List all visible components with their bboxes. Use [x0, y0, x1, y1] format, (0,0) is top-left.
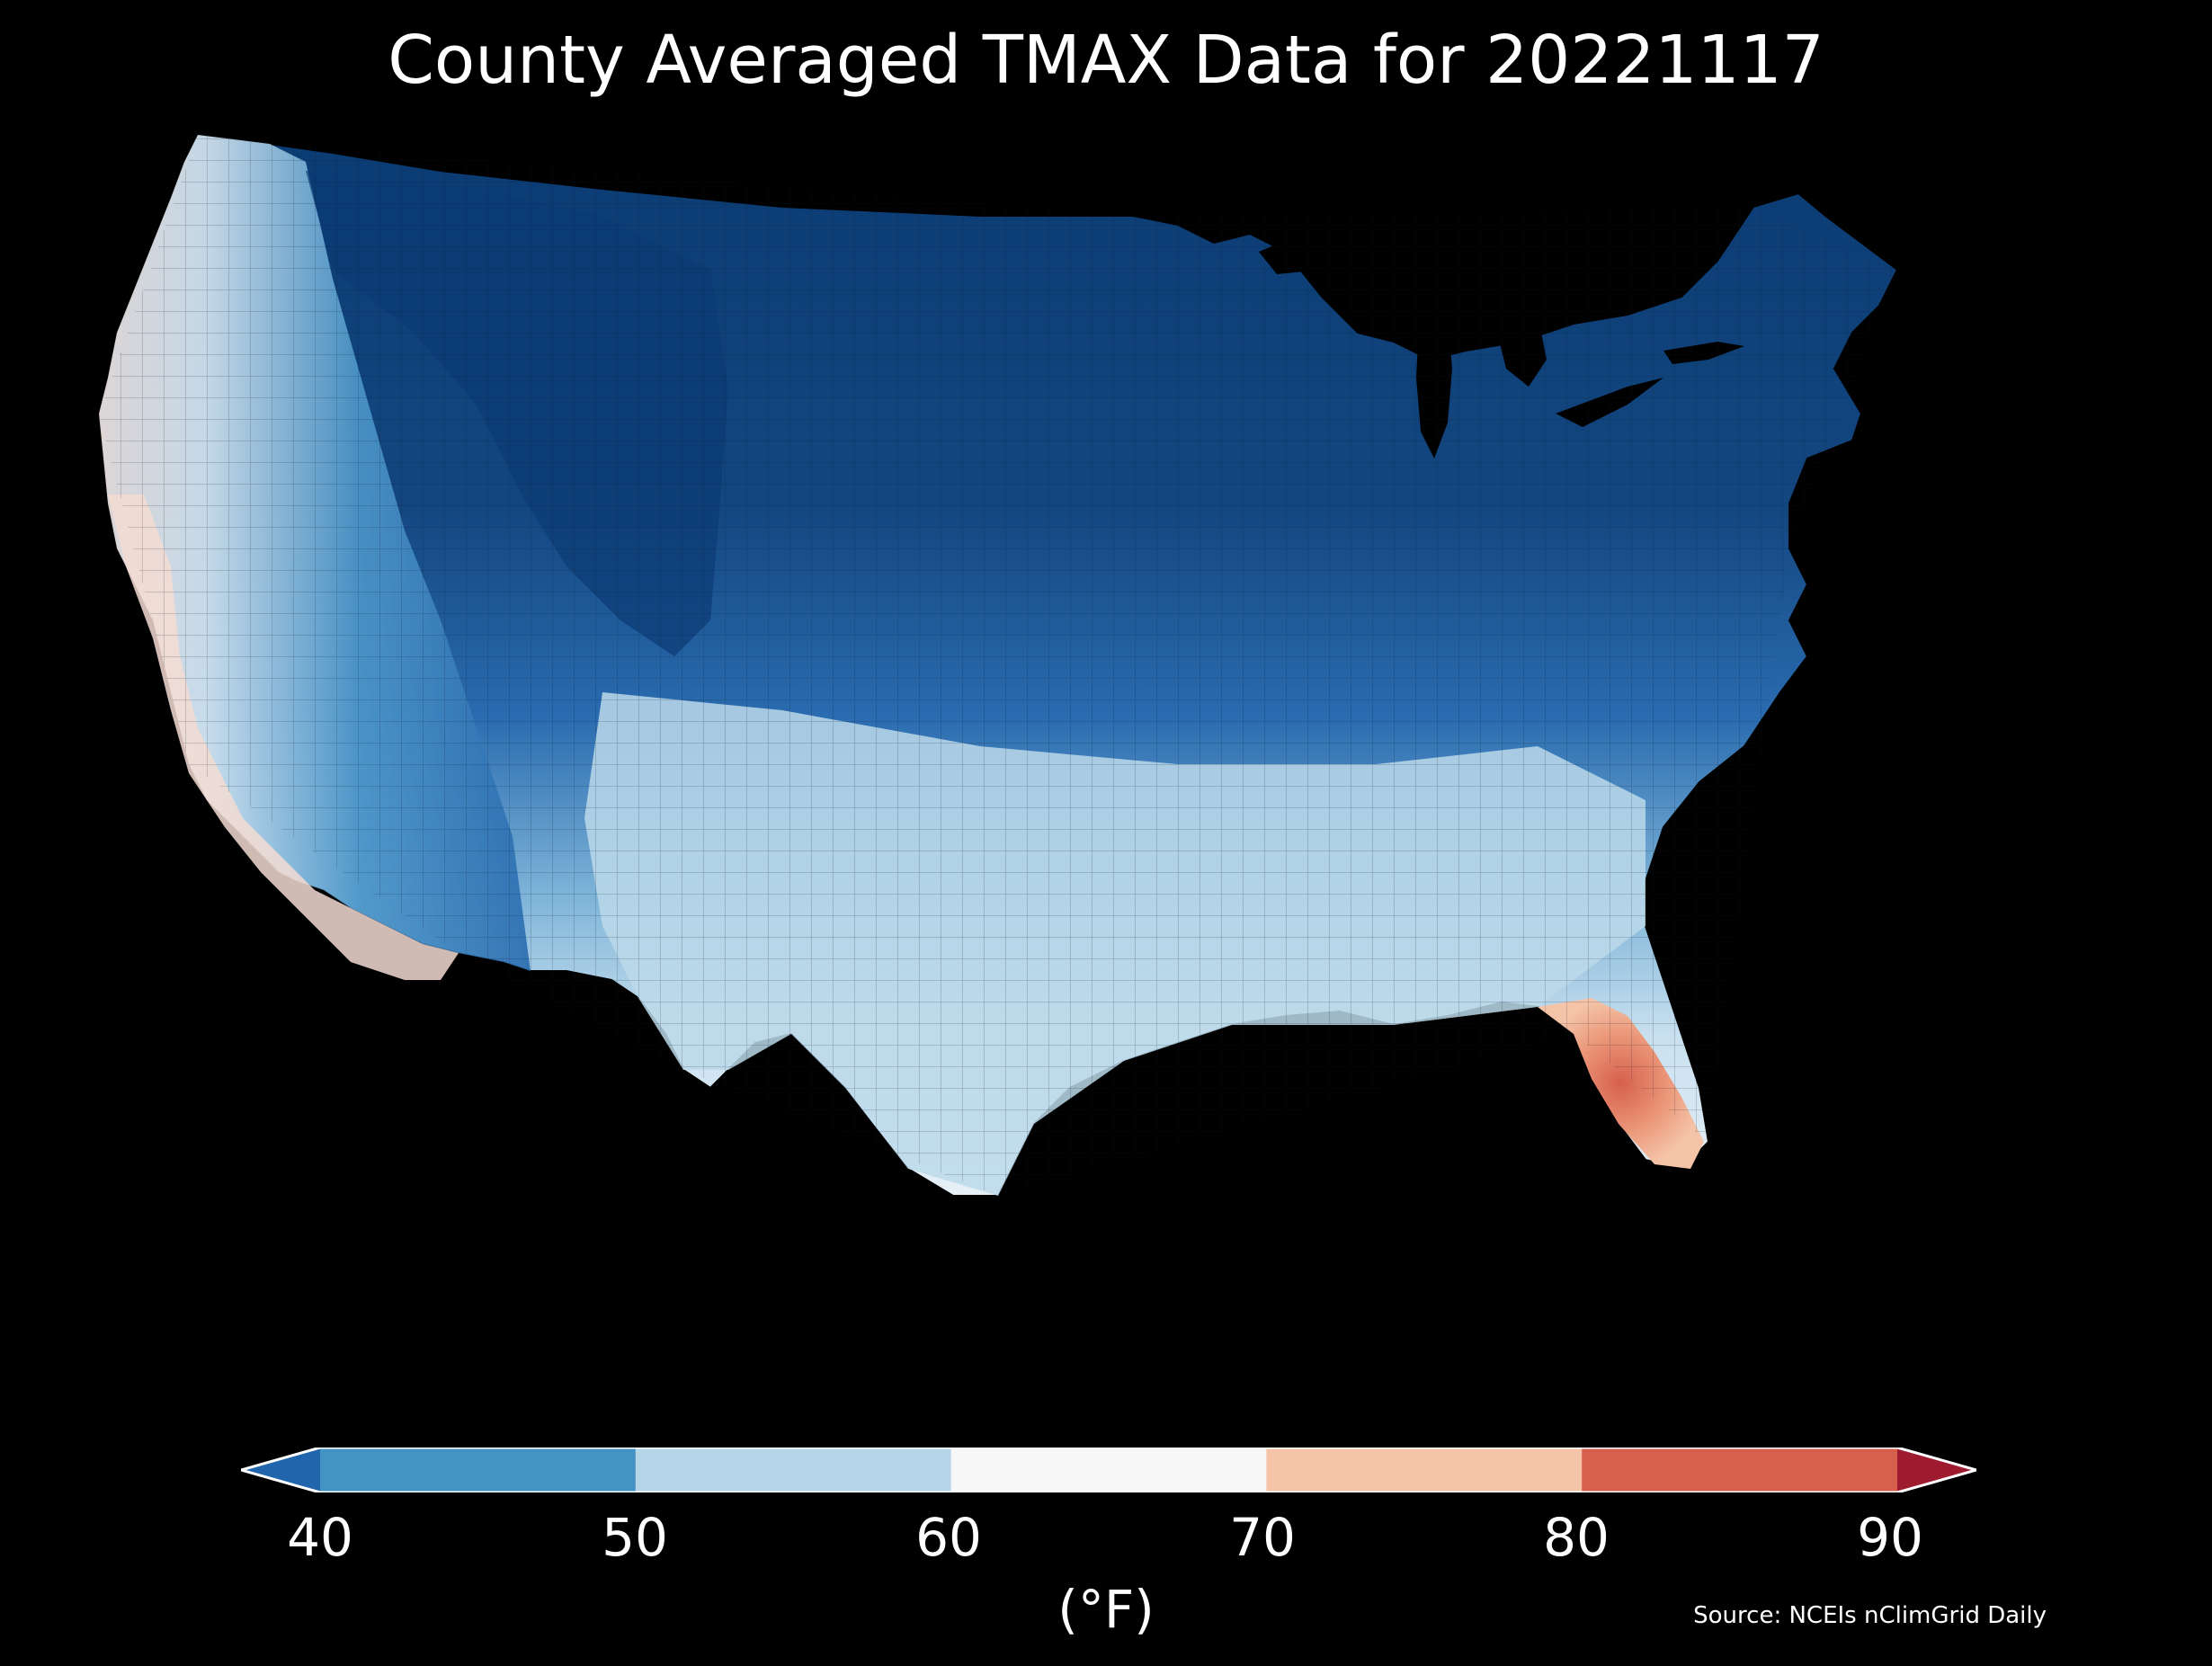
florida-warm-region	[1538, 998, 1704, 1169]
colorbar-tick-label: 60	[915, 1507, 982, 1568]
colorbar-tick-label: 40	[287, 1507, 353, 1568]
colorbar-bin	[1266, 1448, 1583, 1492]
colorbar-bin	[320, 1448, 637, 1492]
colorbar-bin	[1582, 1448, 1898, 1492]
colorbar-tick-label: 50	[602, 1507, 668, 1568]
colorbar-tick-label: 80	[1543, 1507, 1610, 1568]
colorbar-unit-label: (°F)	[1057, 1579, 1155, 1640]
colorbar-bin	[950, 1448, 1267, 1492]
county-boundaries	[99, 135, 1897, 1196]
colorbar-bin	[635, 1448, 952, 1492]
colorbar-ticks: 40 50 60 70 80 90	[0, 1506, 2212, 1569]
colorbar-extend-high	[1897, 1448, 1976, 1492]
source-credit: Source: NCEIs nClimGrid Daily	[1693, 1602, 2047, 1629]
colorbar-extend-low	[241, 1448, 320, 1492]
us-county-map	[99, 117, 2113, 1403]
map-title: County Averaged TMAX Data for 20221117	[388, 22, 1824, 99]
colorbar	[241, 1448, 1976, 1492]
colorbar-tick-label: 70	[1229, 1507, 1296, 1568]
colorbar-tick-label: 90	[1857, 1507, 1923, 1568]
